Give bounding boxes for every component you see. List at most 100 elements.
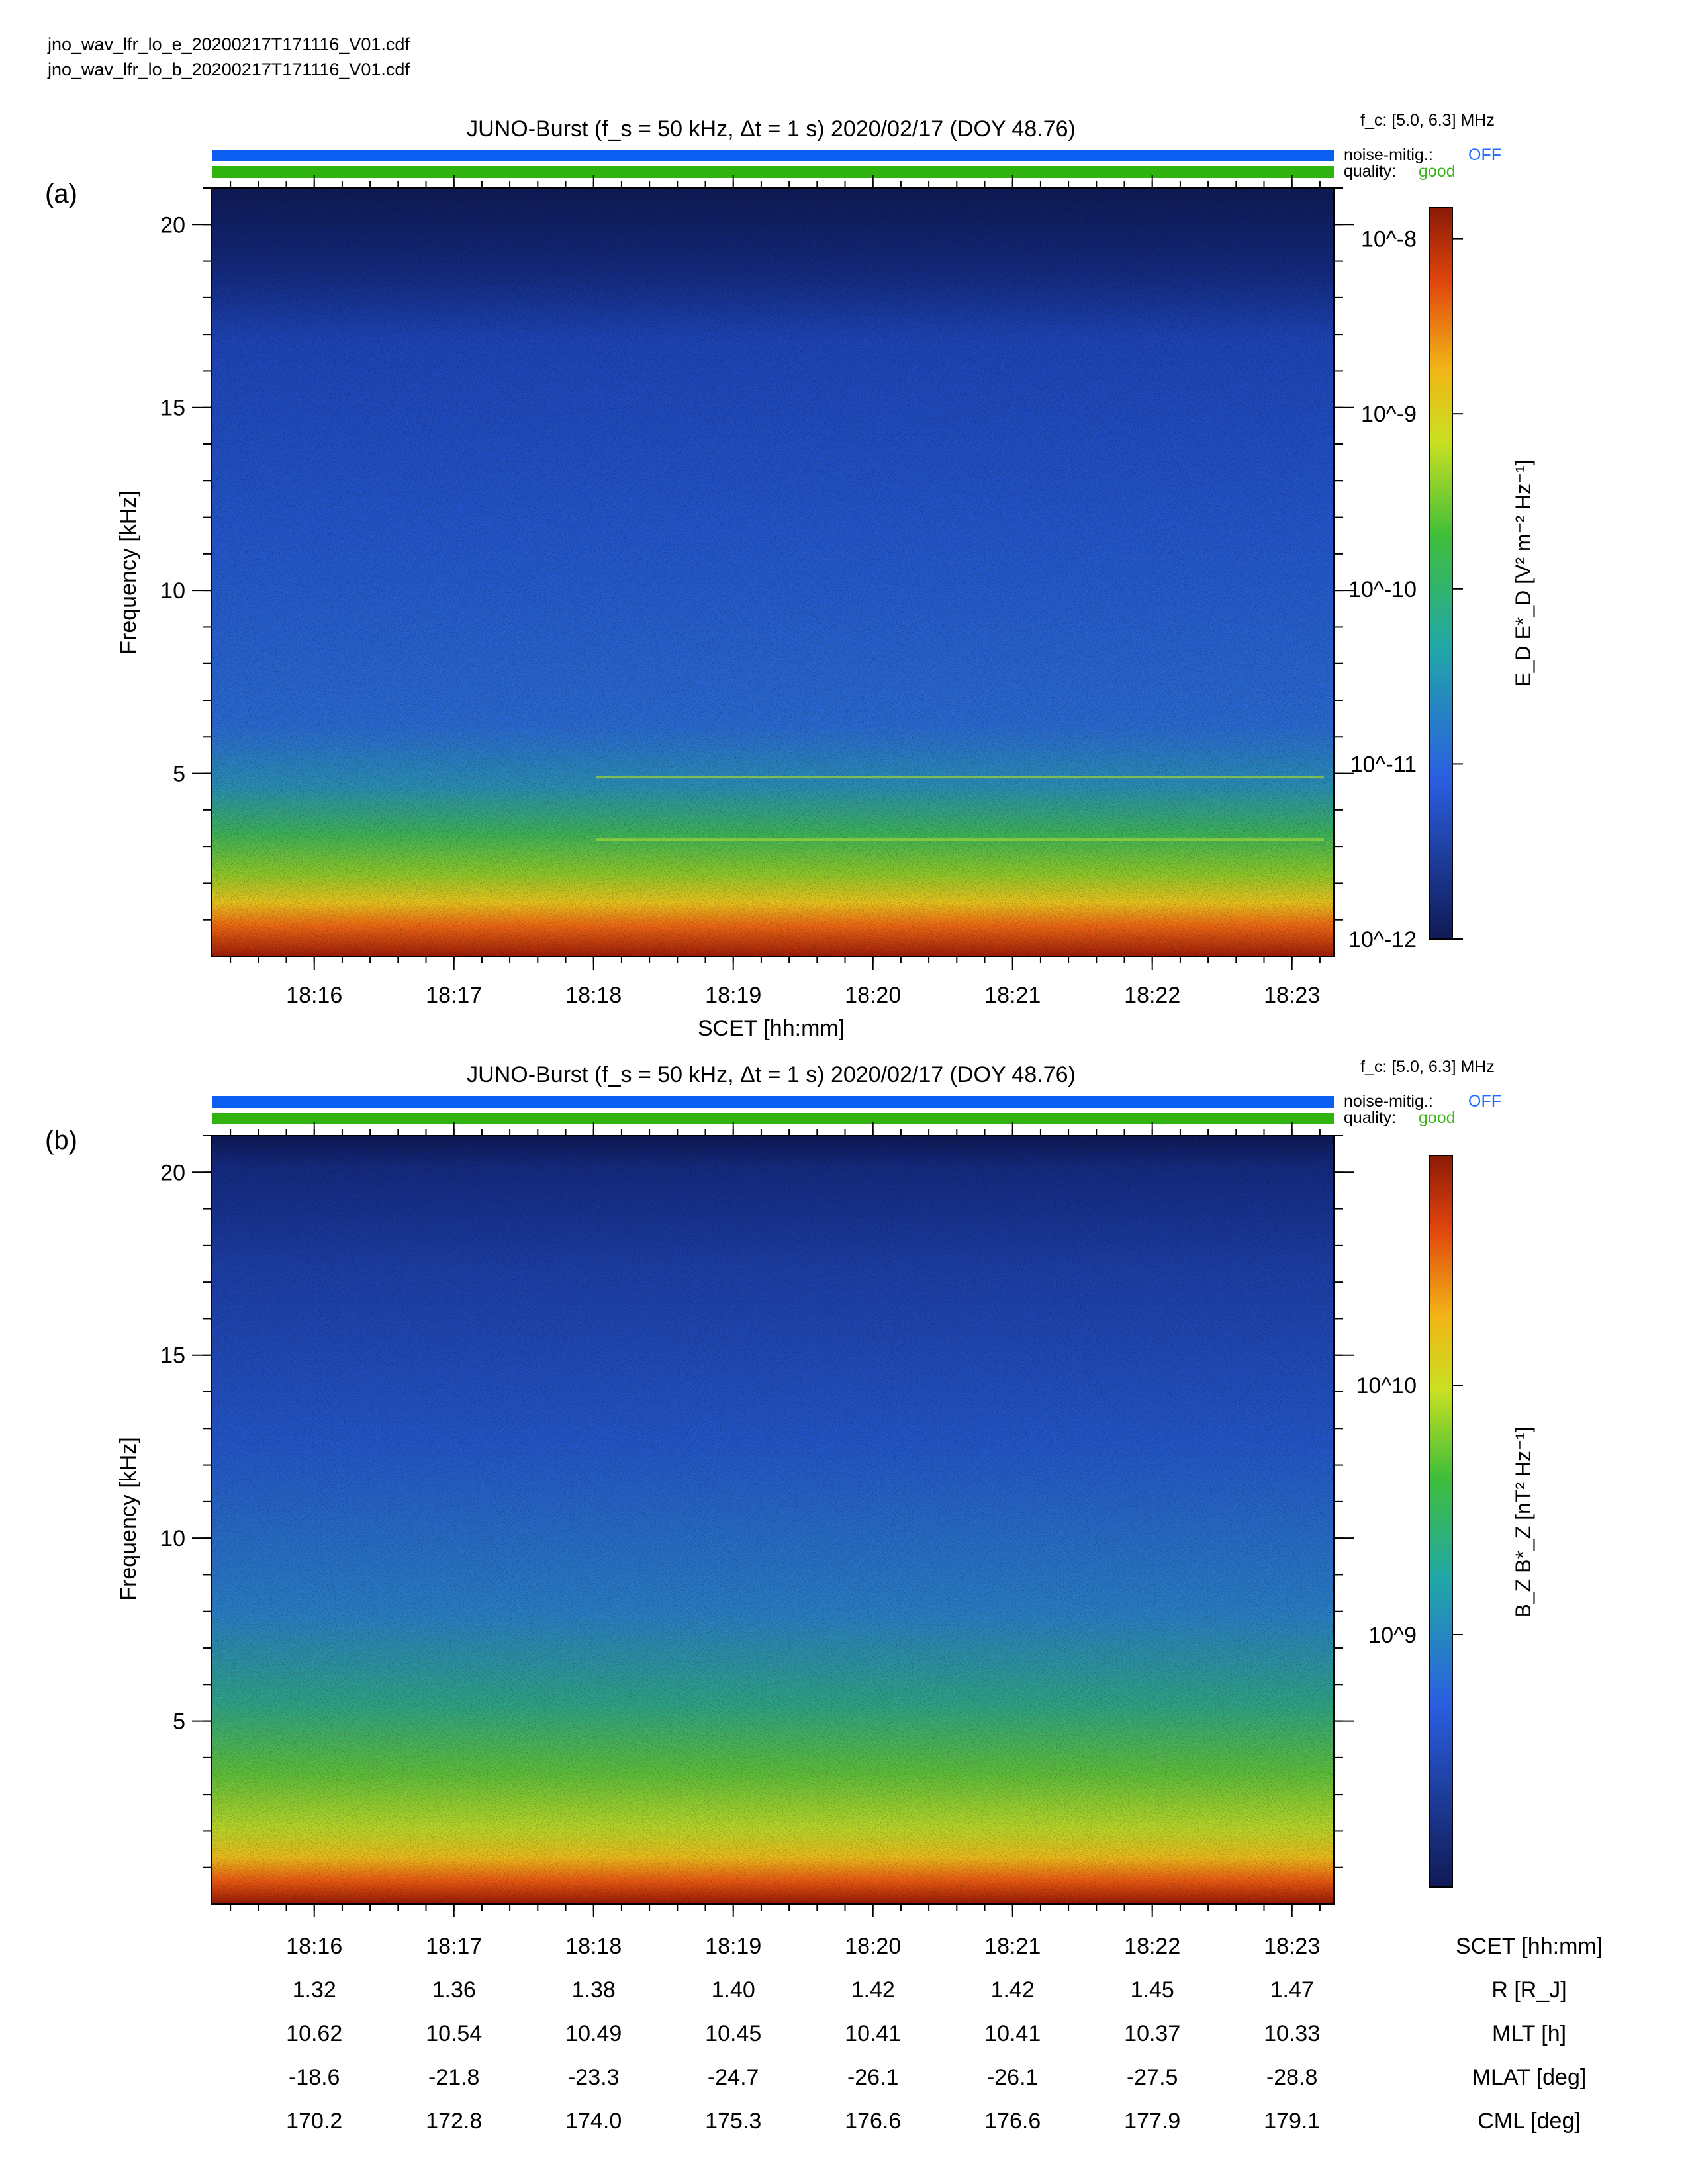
y-tick-label: 10 bbox=[160, 578, 185, 604]
panel-a-label: (a) bbox=[45, 179, 77, 208]
colorbar-tick-label: 10^9 bbox=[1368, 1623, 1417, 1648]
x-tick-label: 18:19 bbox=[705, 983, 761, 1008]
panel-a-fc: f_c: [5.0, 6.3] MHz bbox=[1360, 111, 1495, 130]
panel-b-spectrogram bbox=[212, 1136, 1334, 1904]
ephemeris-cell: 18:17 bbox=[426, 1934, 482, 1959]
ephemeris-cell: 179.1 bbox=[1264, 2109, 1320, 2134]
ephemeris-cell: 175.3 bbox=[705, 2109, 761, 2134]
panel-a-spectrogram bbox=[212, 188, 1334, 956]
ephemeris-cell: -21.8 bbox=[428, 2065, 480, 2090]
ephemeris-cell: 18:19 bbox=[705, 1934, 761, 1959]
colorbar-tick-label: 10^-8 bbox=[1361, 227, 1417, 252]
panel-b: (b) JUNO-Burst (f_s = 50 kHz, Δt = 1 s) … bbox=[45, 1058, 1535, 1917]
y-tick-label: 20 bbox=[160, 1160, 185, 1185]
panel-a-quality-bar bbox=[212, 166, 1334, 178]
ephemeris-cell: 172.8 bbox=[426, 2109, 482, 2134]
ephemeris-cell: -27.5 bbox=[1127, 2065, 1178, 2090]
ephemeris-cell: 10.54 bbox=[426, 2021, 482, 2046]
y-tick-label: 15 bbox=[160, 1343, 185, 1369]
ephemeris-cell: 176.6 bbox=[845, 2109, 901, 2134]
ephemeris-cell: 10.62 bbox=[286, 2021, 342, 2046]
panel-a-noise-bar bbox=[212, 150, 1334, 161]
panel-a-colorbar bbox=[1429, 207, 1453, 940]
panel-b-noise-label: noise-mitig.: bbox=[1344, 1092, 1433, 1111]
ephemeris-cell: -18.6 bbox=[289, 2065, 340, 2090]
colorbar-tick-label: 10^-11 bbox=[1350, 752, 1417, 777]
panel-b-colorbar bbox=[1429, 1155, 1453, 1888]
panel-a-ylabel: Frequency [kHz] bbox=[116, 490, 141, 655]
ephemeris-cell: -24.7 bbox=[708, 2065, 759, 2090]
ephemeris-cell: -26.1 bbox=[847, 2065, 899, 2090]
y-tick-label: 15 bbox=[160, 396, 185, 421]
panel-b-noise-bar bbox=[212, 1096, 1334, 1108]
panel-b-frame bbox=[211, 1135, 1335, 1905]
ephemeris-cell: 10.33 bbox=[1264, 2021, 1320, 2046]
panel-a-frame bbox=[211, 187, 1335, 957]
panel-a-noise-label: noise-mitig.: bbox=[1344, 146, 1433, 164]
x-tick-label: 18:17 bbox=[426, 983, 482, 1008]
colorbar-tick-label: 10^-10 bbox=[1348, 577, 1417, 602]
x-tick-label: 18:22 bbox=[1124, 983, 1180, 1008]
ephemeris-row-label: MLAT [deg] bbox=[1472, 2065, 1587, 2090]
ephemeris-cell: 10.37 bbox=[1124, 2021, 1180, 2046]
panel-b-quality-value: good bbox=[1419, 1109, 1456, 1127]
panel-a-xlabel: SCET [hh:mm] bbox=[698, 1016, 845, 1041]
ephemeris-row-label: MLT [h] bbox=[1492, 2021, 1566, 2046]
panel-a-colorbar-label: E_D E*_D [V² m⁻² Hz⁻¹] bbox=[1511, 459, 1535, 686]
x-tick-label: 18:21 bbox=[984, 983, 1041, 1008]
x-tick-label: 18:18 bbox=[565, 983, 622, 1008]
panel-b-quality-bar bbox=[212, 1113, 1334, 1124]
colorbar-tick-label: 10^10 bbox=[1356, 1373, 1417, 1398]
ephemeris-cell: 1.47 bbox=[1270, 1978, 1314, 2003]
panel-b-noise-value: OFF bbox=[1468, 1092, 1501, 1111]
ephemeris-cell: 1.40 bbox=[712, 1978, 755, 2003]
y-tick-label: 5 bbox=[173, 1709, 185, 1735]
colorbar-tick-label: 10^-9 bbox=[1361, 402, 1417, 427]
ephemeris-cell: 10.41 bbox=[984, 2021, 1041, 2046]
ephemeris-row-label: CML [deg] bbox=[1477, 2109, 1581, 2134]
ephemeris-cell: -26.1 bbox=[987, 2065, 1039, 2090]
panel-a-noise-value: OFF bbox=[1468, 146, 1501, 164]
ephemeris-cell: 18:23 bbox=[1264, 1934, 1320, 1959]
panel-a-title: JUNO-Burst (f_s = 50 kHz, Δt = 1 s) 2020… bbox=[467, 116, 1076, 142]
ephemeris-cell: 10.41 bbox=[845, 2021, 901, 2046]
ephemeris-cell: 18:20 bbox=[845, 1934, 901, 1959]
ephemeris-cell: 177.9 bbox=[1124, 2109, 1180, 2134]
y-tick-label: 10 bbox=[160, 1526, 185, 1551]
panel-b-title: JUNO-Burst (f_s = 50 kHz, Δt = 1 s) 2020… bbox=[467, 1062, 1076, 1087]
ephemeris-cell: 10.45 bbox=[705, 2021, 761, 2046]
ephemeris-cell: 1.42 bbox=[991, 1978, 1035, 2003]
y-tick-label: 5 bbox=[173, 762, 185, 787]
panel-b-label: (b) bbox=[45, 1126, 77, 1155]
y-tick-label: 20 bbox=[160, 212, 185, 238]
x-tick-label: 18:23 bbox=[1264, 983, 1320, 1008]
ephemeris-cell: -23.3 bbox=[568, 2065, 620, 2090]
ephemeris-cell: 176.6 bbox=[984, 2109, 1041, 2134]
panel-a: (a) JUNO-Burst (f_s = 50 kHz, Δt = 1 s) … bbox=[45, 111, 1535, 1041]
ephemeris-cell: 10.49 bbox=[565, 2021, 622, 2046]
colorbar-tick-label: 10^-12 bbox=[1348, 927, 1417, 952]
ephemeris-cell: 18:16 bbox=[286, 1934, 342, 1959]
ephemeris-row-label: R [R_J] bbox=[1491, 1978, 1566, 2003]
ephemeris-row-label: SCET [hh:mm] bbox=[1456, 1934, 1603, 1959]
ephemeris-cell: 1.36 bbox=[432, 1978, 476, 2003]
source-file-e: jno_wav_lfr_lo_e_20200217T171116_V01.cdf bbox=[48, 34, 410, 54]
panel-b-colorbar-label: B_Z B*_Z [nT² Hz⁻¹] bbox=[1511, 1427, 1535, 1618]
panel-b-ylabel: Frequency [kHz] bbox=[116, 1437, 141, 1601]
panel-b-fc: f_c: [5.0, 6.3] MHz bbox=[1360, 1058, 1495, 1076]
ephemeris-cell: 1.38 bbox=[572, 1978, 616, 2003]
panel-a-quality-value: good bbox=[1419, 162, 1456, 181]
ephemeris-cell: 18:21 bbox=[984, 1934, 1041, 1959]
ephemeris-cell: 18:22 bbox=[1124, 1934, 1180, 1959]
ephemeris-cell: 170.2 bbox=[286, 2109, 342, 2134]
ephemeris-cell: 1.45 bbox=[1131, 1978, 1174, 2003]
ephemeris-cell: 1.32 bbox=[293, 1978, 336, 2003]
ephemeris-cell: -28.8 bbox=[1266, 2065, 1318, 2090]
x-tick-label: 18:16 bbox=[286, 983, 342, 1008]
source-file-list: jno_wav_lfr_lo_e_20200217T171116_V01.cdf… bbox=[48, 32, 410, 82]
ephemeris-cell: 174.0 bbox=[565, 2109, 622, 2134]
ephemeris-cell: 18:18 bbox=[565, 1934, 622, 1959]
x-tick-label: 18:20 bbox=[845, 983, 901, 1008]
ephemeris-table: 18:16 18:17 18:18 18:19 18:20 18:21 18:22 18:23… bbox=[286, 1934, 1603, 2134]
